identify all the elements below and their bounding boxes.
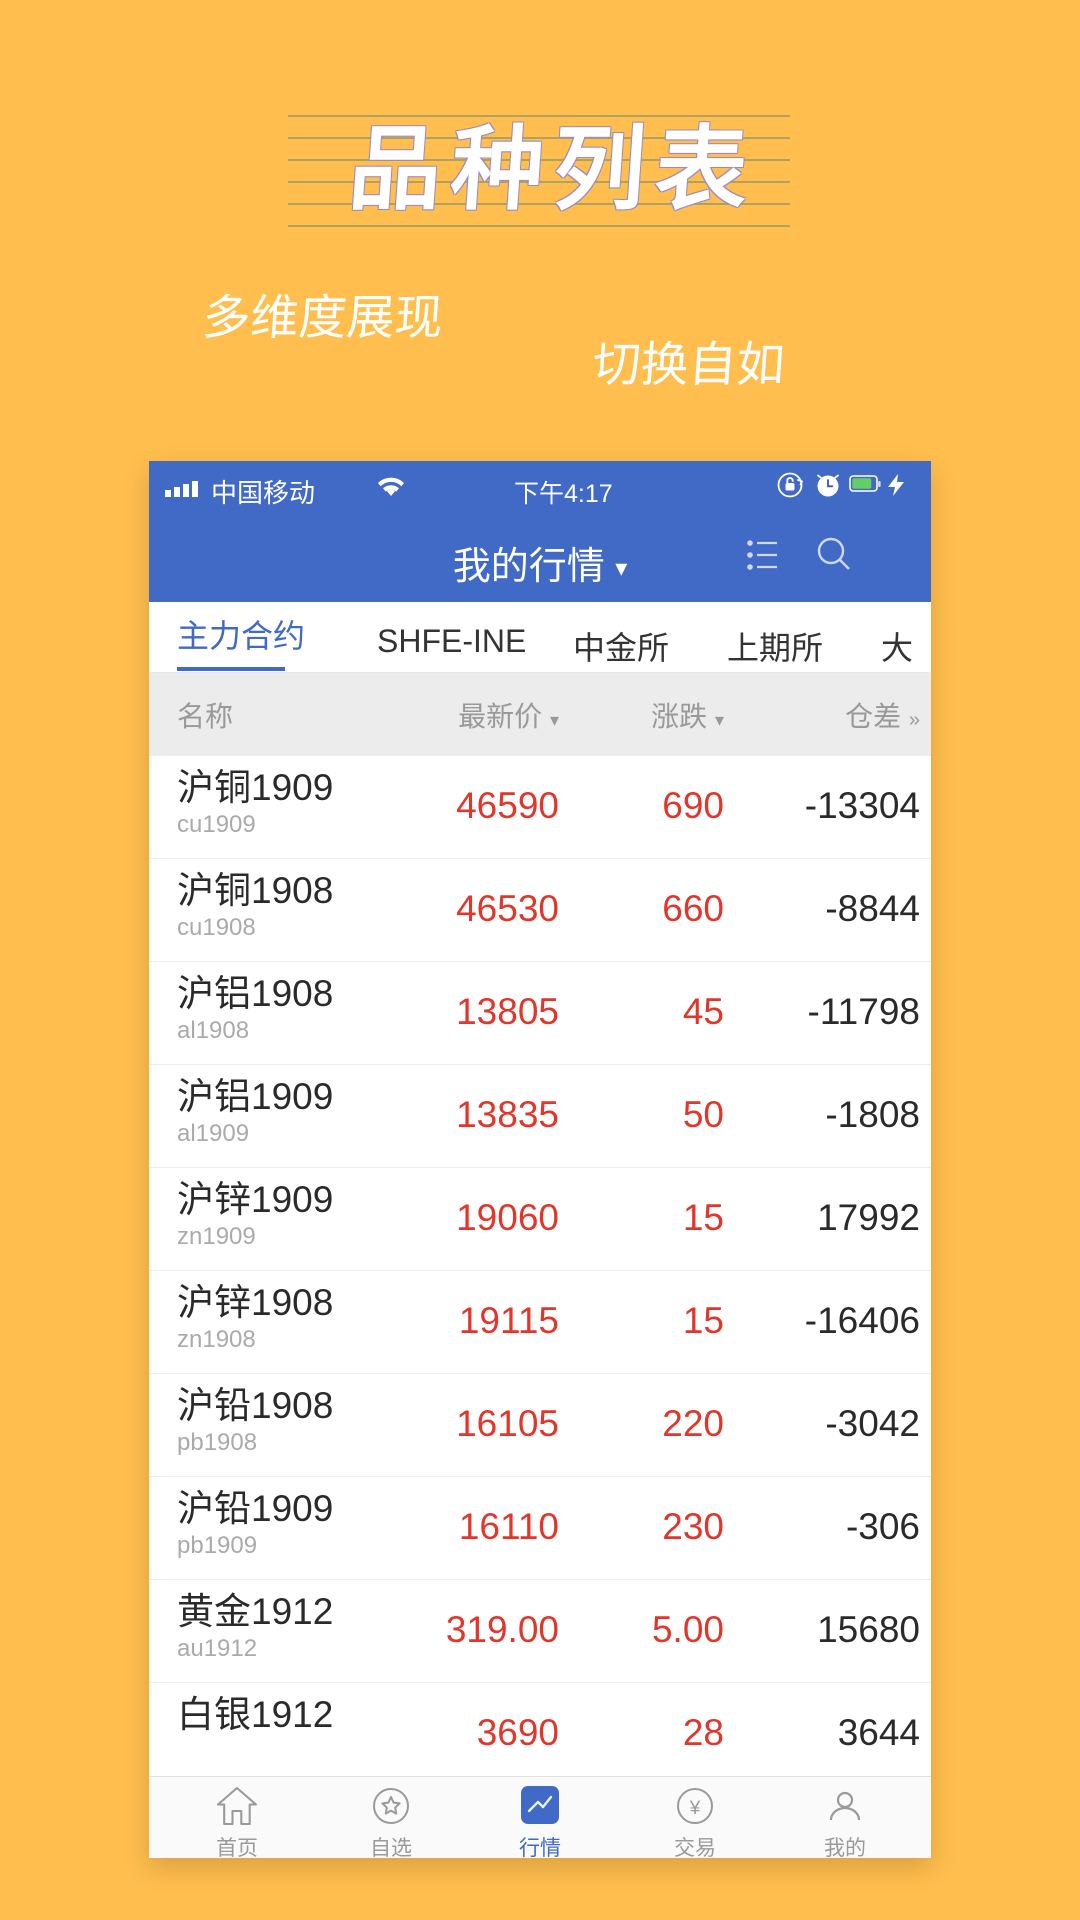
svg-text:¥: ¥ — [689, 1798, 701, 1819]
